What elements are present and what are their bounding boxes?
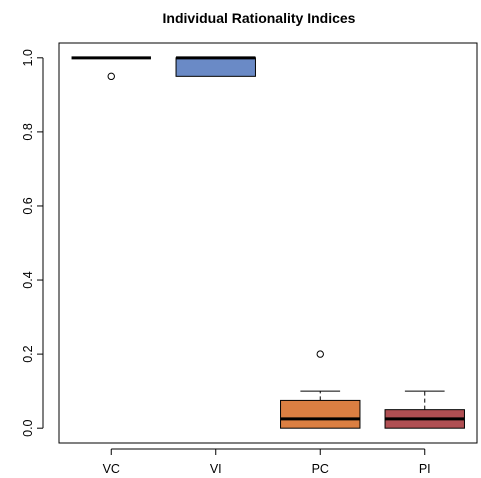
y-tick-label-0: 0.0 (21, 419, 35, 436)
plot-frame (58, 42, 478, 444)
x-tick-label-0: VC (103, 462, 120, 476)
y-tick-label-1: 0.2 (21, 345, 35, 362)
chart-title: Individual Rationality Indices (163, 10, 356, 26)
box-vi (175, 57, 256, 77)
x-tick-label-2: PC (312, 462, 329, 476)
x-tick-label-1: VI (210, 462, 222, 476)
x-tick-label-3: PI (419, 462, 431, 476)
y-tick-label-4: 0.8 (21, 123, 35, 140)
plot-area: 0.0 0.2 0.4 0.6 0.8 1.0 VC VI PC PI (21, 42, 478, 476)
y-tick-label-5: 1.0 (21, 49, 35, 66)
box-pc (280, 399, 361, 429)
outlier-vc-0 (107, 72, 115, 81)
y-tick-label-2: 0.4 (21, 271, 35, 288)
y-tick-label-3: 0.6 (21, 197, 35, 214)
outlier-pc-0 (316, 350, 324, 358)
